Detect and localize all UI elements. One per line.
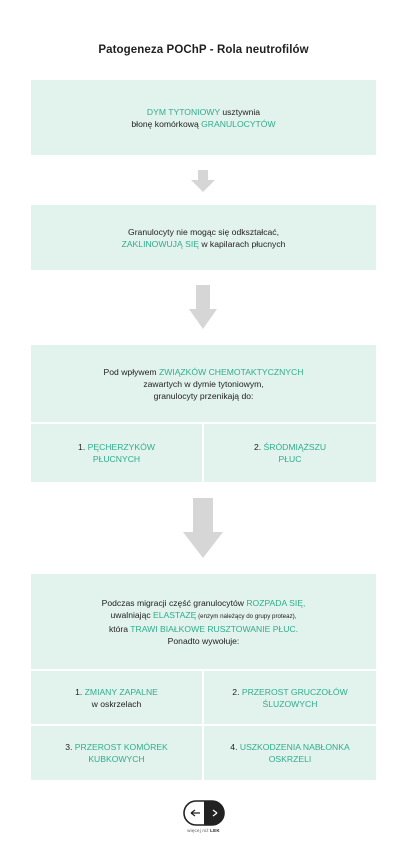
step-3-text: Pod wpływem ZWIĄZKÓW CHEMOTAKTYCZNYCH za… xyxy=(103,366,304,401)
page-title: Patogeneza POChP - Rola neutrofilów xyxy=(98,44,309,56)
step-2-text: Granulocyty nie mogąc się odkształcać, Z… xyxy=(121,226,286,249)
step-4-box: Podczas migracji część granulocytów ROZP… xyxy=(31,574,376,669)
arrow-down-icon xyxy=(189,285,217,329)
step-4-text: Podczas migracji część granulocytów ROZP… xyxy=(101,597,306,646)
step-3-item-2: 2. ŚRÓDMIĄŻSZU PŁUC xyxy=(204,424,376,482)
step-4-item-3: 3. PRZEROST KOMÓREK KUBKOWYCH xyxy=(31,726,202,780)
step-4-item-1: 1. ZMIANY ZAPALNE w oskrzelach xyxy=(31,671,202,724)
step-1-box: DYM TYTONIOWY usztywnia błonę komórkową … xyxy=(31,80,376,155)
step-4-item-4: 4. USZKODZENIA NABŁONKA OSKRZELI xyxy=(204,726,376,780)
pill-logo-icon xyxy=(183,800,225,826)
arrow-down-icon xyxy=(183,498,223,558)
brand-name: więcej niż LEK xyxy=(187,828,220,833)
step-4-item-2: 2. PRZEROST GRUCZOŁÓW ŚLUZOWYCH xyxy=(204,671,376,724)
arrow-down-icon xyxy=(191,170,215,192)
step-3-item-1: 1. PĘCHERZYKÓW PŁUCNYCH xyxy=(31,424,202,482)
step-1-text: DYM TYTONIOWY usztywnia błonę komórkową … xyxy=(131,106,276,129)
step-3-box: Pod wpływem ZWIĄZKÓW CHEMOTAKTYCZNYCH za… xyxy=(31,345,376,422)
step-2-box: Granulocyty nie mogąc się odkształcać, Z… xyxy=(31,205,376,270)
